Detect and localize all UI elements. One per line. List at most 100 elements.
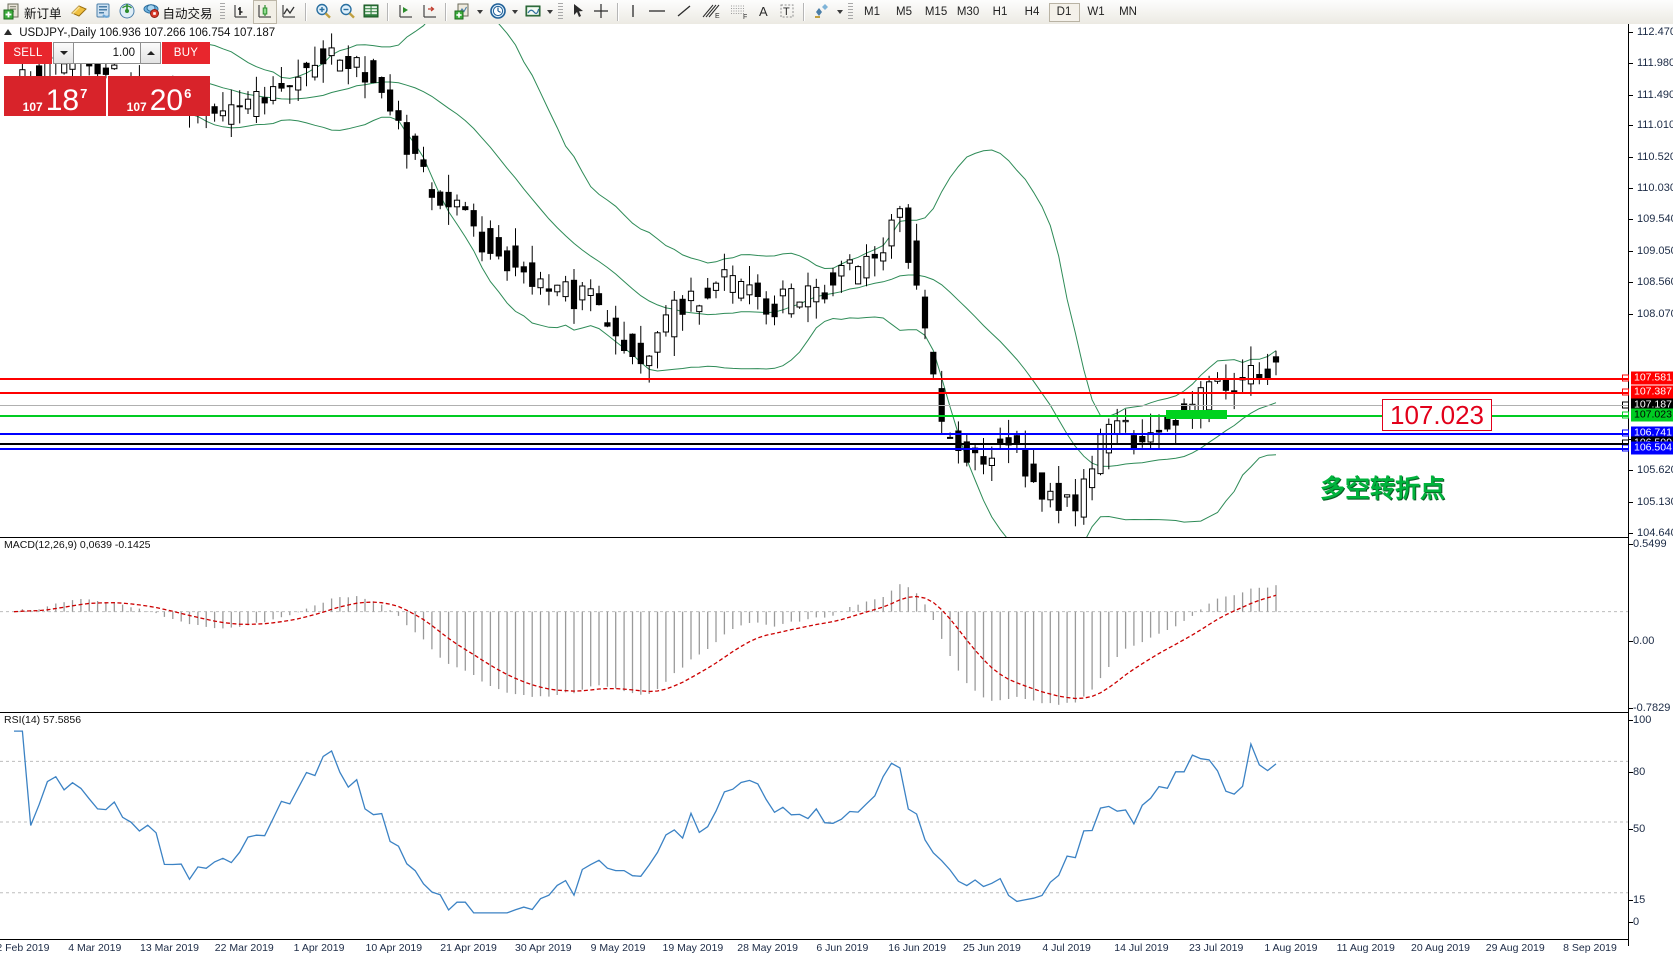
candle-body <box>1247 365 1255 385</box>
price-chart-plot[interactable]: 107.023 多空转折点 USDJPY-,Daily 106.936 107.… <box>0 24 1628 946</box>
volume-input[interactable]: 1.00 <box>74 42 140 64</box>
price-level-tag[interactable]: 107.387 <box>1622 385 1673 399</box>
toolbar-grip-3[interactable] <box>847 3 853 21</box>
macd-panel[interactable]: MACD(12,26,9) 0,0639 -0.1425 <box>0 538 1628 712</box>
timeframe-m1[interactable]: M1 <box>864 5 881 18</box>
toolbar-separator-3 <box>444 3 447 21</box>
price-level-line[interactable] <box>0 415 1628 417</box>
bid-price-prefix: 107 <box>22 100 43 114</box>
svg-text:F: F <box>743 14 747 20</box>
price-level-tag[interactable]: 107.581 <box>1622 371 1673 385</box>
timeframe-d1[interactable]: D1 <box>1048 2 1080 22</box>
profile-button[interactable] <box>67 1 91 23</box>
price-level-line[interactable] <box>0 448 1628 450</box>
add-indicator-button[interactable] <box>451 1 486 23</box>
timeframe-mn[interactable]: MN <box>1119 5 1137 18</box>
text-box-button[interactable]: T <box>775 1 799 23</box>
candle-body <box>111 64 118 70</box>
price-level-tag[interactable]: 107.023 <box>1622 408 1673 422</box>
trendline-button[interactable] <box>671 1 697 23</box>
axis-tick <box>1629 720 1633 721</box>
equidistant-channel-button[interactable]: E <box>697 1 725 23</box>
signal-icon <box>118 2 136 23</box>
timeframe-m30[interactable]: M30 <box>956 5 980 18</box>
buy-button[interactable]: BUY <box>162 42 210 64</box>
horizontal-line-button[interactable] <box>643 1 671 23</box>
line-chart-button[interactable] <box>277 1 301 23</box>
candle-body <box>679 298 686 315</box>
green-zone-rectangle[interactable] <box>1166 410 1227 419</box>
auto-trading-label: 自动交易 <box>162 6 213 21</box>
crosshair-button[interactable] <box>589 1 613 23</box>
signal-button[interactable] <box>115 1 139 23</box>
candle-body <box>738 281 745 299</box>
candle-body <box>1089 468 1096 489</box>
cursor-button[interactable] <box>567 1 589 23</box>
price-axis[interactable]: 112.470 111.980 111.490 111.010 110.520 110.0… <box>1622 24 1673 946</box>
timeframe-m15[interactable]: M15 <box>924 5 948 18</box>
candle-body <box>662 314 669 333</box>
toolbar-grip[interactable] <box>219 3 225 21</box>
bid-price-panel[interactable]: 107 18 7 <box>4 76 106 116</box>
add-indicator-chevron-down-icon[interactable] <box>476 10 483 14</box>
vertical-line-icon <box>626 2 640 23</box>
candle-body <box>763 298 770 315</box>
rsi-title: RSI(14) 57.5856 <box>4 714 82 726</box>
shift-chart-end-button[interactable] <box>417 1 441 23</box>
chart-window[interactable]: 112.470 111.980 111.490 111.010 110.520 110.0… <box>0 24 1673 954</box>
data-window-grid-icon <box>362 2 380 23</box>
objects-chevron-down-icon[interactable] <box>836 10 843 14</box>
time-axis[interactable]: 12 Feb 2019 4 Mar 2019 13 Mar 2019 22 Mar 2… <box>0 939 1628 970</box>
volume-increment-button[interactable] <box>140 42 161 64</box>
price-level-tag[interactable]: 106.741 <box>1622 426 1673 440</box>
svg-text:A: A <box>759 4 768 19</box>
rsi-axis-label: 80 <box>1633 766 1646 778</box>
chinese-annotation-label: 多空转折点 <box>1320 474 1446 503</box>
candlestick-chart-button[interactable] <box>252 0 277 24</box>
axis-tick <box>1629 829 1633 830</box>
bar-chart-button[interactable] <box>229 1 253 23</box>
data-window-button[interactable] <box>91 1 115 23</box>
timeframe-h1[interactable]: H1 <box>992 5 1008 18</box>
price-level-line[interactable] <box>0 433 1628 435</box>
sell-button[interactable]: SELL <box>4 42 52 64</box>
period-button[interactable] <box>486 1 521 23</box>
price-level-line[interactable] <box>0 443 1628 445</box>
timeframe-w1[interactable]: W1 <box>1087 5 1105 18</box>
auto-trading-button[interactable]: 自动交易 <box>139 1 218 23</box>
timeframe-m5[interactable]: M5 <box>896 5 913 18</box>
candlestick-series <box>10 24 1280 537</box>
new-order-button[interactable]: 新订单 <box>0 1 67 23</box>
volume-stepper[interactable]: 1.00 <box>53 42 161 64</box>
price-level-tag[interactable]: 106.504 <box>1622 441 1673 455</box>
data-window-grid-button[interactable] <box>359 1 383 23</box>
price-level-value: 106.504 <box>1634 441 1672 454</box>
period-chevron-down-icon[interactable] <box>511 10 518 14</box>
axis-tick <box>1629 708 1633 709</box>
templates-button[interactable] <box>521 1 556 23</box>
zoom-in-button[interactable] <box>311 1 335 23</box>
candle-body <box>955 430 962 451</box>
price-tick-label: 111.490 <box>1637 88 1673 101</box>
price-callout-box[interactable]: 107.023 <box>1382 399 1492 431</box>
price-level-line[interactable] <box>0 405 1628 406</box>
shift-chart-start-button[interactable] <box>393 1 417 23</box>
timeframe-h4[interactable]: H4 <box>1024 5 1040 18</box>
price-tick-label: 104.640 <box>1637 527 1673 539</box>
bid-price-fraction: 7 <box>80 86 88 101</box>
text-label-button[interactable]: A <box>753 1 775 23</box>
templates-chevron-down-icon[interactable] <box>546 10 553 14</box>
price-level-line[interactable] <box>0 378 1628 380</box>
vertical-line-button[interactable] <box>623 1 643 23</box>
objects-button[interactable] <box>809 1 846 23</box>
ask-price-panel[interactable]: 107 20 6 <box>108 76 210 116</box>
fibonacci-retracement-button[interactable]: F <box>725 1 753 23</box>
zoom-out-button[interactable] <box>335 1 359 23</box>
ask-price-prefix: 107 <box>126 100 147 114</box>
price-level-line[interactable] <box>0 392 1628 394</box>
one-click-trading-panel[interactable]: SELL 1.00 BUY 107 18 <box>4 42 210 126</box>
toolbar-grip-2[interactable] <box>557 3 563 21</box>
rsi-panel[interactable]: RSI(14) 57.5856 <box>0 713 1628 939</box>
volume-dropdown-button[interactable] <box>53 42 74 64</box>
